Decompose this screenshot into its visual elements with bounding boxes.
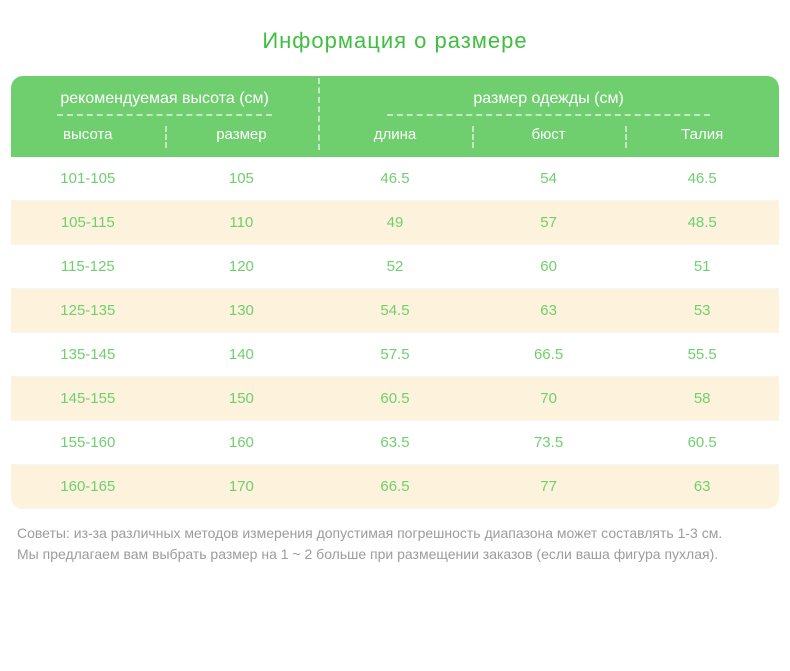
col-header-length: длина [318, 126, 472, 143]
table-cell: 53 [625, 289, 779, 332]
table-cell: 54 [472, 157, 626, 200]
table-cell: 55.5 [625, 333, 779, 376]
table-cell: 105 [165, 157, 319, 200]
table-cell: 145-155 [11, 377, 165, 420]
table-cell: 170 [165, 465, 319, 508]
table-cell: 60.5 [318, 377, 472, 420]
table-cell: 115-125 [11, 245, 165, 288]
divider-dash [57, 114, 272, 116]
table-cell: 46.5 [625, 157, 779, 200]
divider-dash [387, 114, 710, 116]
table-row: 160-16517066.57763 [11, 465, 779, 509]
table-cell: 66.5 [472, 333, 626, 376]
table-cell: 46.5 [318, 157, 472, 200]
table-body: 101-10510546.55446.5105-115110495748.511… [11, 157, 779, 509]
table-cell: 70 [472, 377, 626, 420]
header-group-height-label: рекомендуемая высота (см) [60, 90, 269, 107]
table-row: 145-15515060.57058 [11, 377, 779, 421]
table-row: 135-14514057.566.555.5 [11, 333, 779, 377]
table-cell: 110 [165, 201, 319, 244]
divider-dash-v [625, 126, 627, 148]
table-row: 125-13513054.56353 [11, 289, 779, 333]
table-cell: 105-115 [11, 201, 165, 244]
tips-line-2: Мы предлагаем вам выбрать размер на 1 ~ … [17, 544, 773, 565]
table-row: 115-125120526051 [11, 245, 779, 289]
table-cell: 160 [165, 421, 319, 464]
col-header-size: размер [165, 126, 319, 143]
table-row: 105-115110495748.5 [11, 201, 779, 245]
tips-block: Советы: из-за различных методов измерени… [11, 523, 779, 565]
table-cell: 150 [165, 377, 319, 420]
table-cell: 54.5 [318, 289, 472, 332]
divider-dash-v [472, 126, 474, 148]
size-table: рекомендуемая высота (см) размер одежды … [11, 76, 779, 509]
table-cell: 49 [318, 201, 472, 244]
table-cell: 125-135 [11, 289, 165, 332]
table-cell: 60.5 [625, 421, 779, 464]
table-cell: 63 [625, 465, 779, 508]
table-cell: 51 [625, 245, 779, 288]
table-row: 101-10510546.55446.5 [11, 157, 779, 201]
table-cell: 58 [625, 377, 779, 420]
table-cell: 73.5 [472, 421, 626, 464]
table-cell: 155-160 [11, 421, 165, 464]
table-cell: 48.5 [625, 201, 779, 244]
table-cell: 66.5 [318, 465, 472, 508]
table-cell: 120 [165, 245, 319, 288]
table-cell: 140 [165, 333, 319, 376]
table-cell: 57.5 [318, 333, 472, 376]
page-title: Информация о размере [0, 0, 790, 76]
table-cell: 63.5 [318, 421, 472, 464]
table-cell: 60 [472, 245, 626, 288]
table-row: 155-16016063.573.560.5 [11, 421, 779, 465]
table-cell: 160-165 [11, 465, 165, 508]
tips-line-1: Советы: из-за различных методов измерени… [17, 523, 773, 544]
header-group-clothes: размер одежды (см) [318, 90, 779, 122]
col-header-bust: бюст [472, 126, 626, 143]
header-group-clothes-label: размер одежды (см) [473, 90, 623, 107]
divider-dash-v [165, 126, 167, 148]
col-header-waist: Талия [625, 126, 779, 143]
col-header-height: высота [11, 126, 165, 143]
table-cell: 63 [472, 289, 626, 332]
divider-dash-v [318, 78, 320, 150]
table-cell: 101-105 [11, 157, 165, 200]
table-cell: 57 [472, 201, 626, 244]
table-cell: 130 [165, 289, 319, 332]
table-cell: 77 [472, 465, 626, 508]
table-cell: 135-145 [11, 333, 165, 376]
table-cell: 52 [318, 245, 472, 288]
header-group-height: рекомендуемая высота (см) [11, 90, 318, 122]
table-header: рекомендуемая высота (см) размер одежды … [11, 76, 779, 157]
